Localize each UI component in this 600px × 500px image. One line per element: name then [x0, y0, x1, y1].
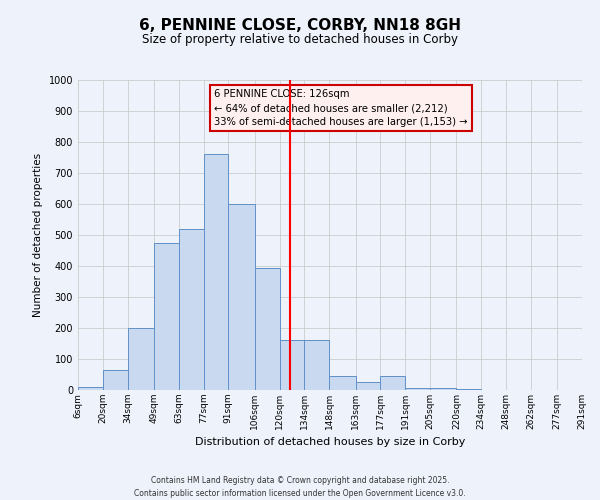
- Bar: [229, 204, 255, 390]
- Bar: [430, 388, 457, 390]
- Bar: [280, 340, 304, 390]
- Bar: [154, 243, 179, 390]
- X-axis label: Distribution of detached houses by size in Corby: Distribution of detached houses by size …: [195, 438, 465, 448]
- Bar: [380, 376, 405, 390]
- Bar: [329, 376, 356, 390]
- Bar: [356, 382, 380, 390]
- Text: Contains public sector information licensed under the Open Government Licence v3: Contains public sector information licen…: [134, 489, 466, 498]
- Text: 6, PENNINE CLOSE, CORBY, NN18 8GH: 6, PENNINE CLOSE, CORBY, NN18 8GH: [139, 18, 461, 32]
- Bar: [304, 340, 329, 390]
- Bar: [128, 328, 154, 390]
- Bar: [103, 370, 128, 390]
- Bar: [179, 229, 203, 390]
- Text: 6 PENNINE CLOSE: 126sqm
← 64% of detached houses are smaller (2,212)
33% of semi: 6 PENNINE CLOSE: 126sqm ← 64% of detache…: [214, 90, 467, 128]
- Text: Size of property relative to detached houses in Corby: Size of property relative to detached ho…: [142, 32, 458, 46]
- Bar: [255, 268, 280, 390]
- Bar: [203, 154, 229, 390]
- Bar: [78, 387, 103, 390]
- Text: Contains HM Land Registry data © Crown copyright and database right 2025.: Contains HM Land Registry data © Crown c…: [151, 476, 449, 485]
- Bar: [405, 388, 430, 390]
- Y-axis label: Number of detached properties: Number of detached properties: [33, 153, 43, 317]
